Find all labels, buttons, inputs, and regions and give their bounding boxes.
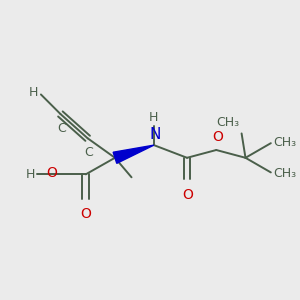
Text: C: C: [57, 122, 66, 135]
Text: C: C: [84, 146, 93, 159]
Text: H: H: [149, 111, 159, 124]
Text: O: O: [46, 167, 58, 180]
Text: O: O: [183, 188, 194, 202]
Text: H: H: [28, 86, 38, 99]
Text: CH₃: CH₃: [274, 136, 297, 149]
Text: O: O: [80, 208, 91, 221]
Text: O: O: [212, 130, 223, 144]
Text: H: H: [26, 168, 35, 181]
Text: N: N: [149, 127, 160, 142]
Text: CH₃: CH₃: [217, 116, 240, 129]
Text: CH₃: CH₃: [274, 167, 297, 180]
Polygon shape: [113, 145, 154, 164]
